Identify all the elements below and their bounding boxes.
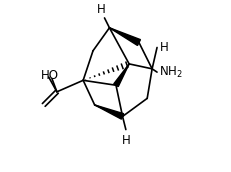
Text: NH$_2$: NH$_2$: [158, 64, 182, 80]
Text: H: H: [96, 3, 105, 16]
Polygon shape: [109, 28, 140, 46]
Text: H: H: [121, 135, 130, 148]
Polygon shape: [94, 105, 123, 119]
Polygon shape: [113, 64, 129, 87]
Text: H: H: [160, 41, 168, 54]
Text: HO: HO: [40, 69, 58, 82]
